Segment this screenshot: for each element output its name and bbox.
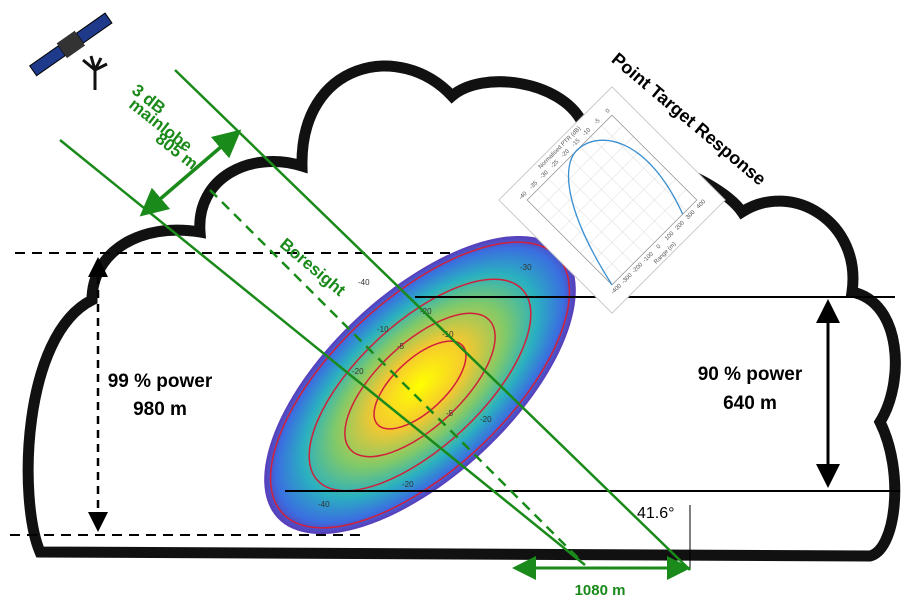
contour-label: -20 bbox=[352, 367, 364, 376]
angle-label: 41.6° bbox=[637, 505, 675, 522]
contour-label: -5 bbox=[446, 409, 454, 418]
contour-label: -10 bbox=[377, 325, 389, 334]
power-label: 90 % power bbox=[698, 364, 803, 385]
antenna bbox=[83, 56, 107, 90]
power-width: 980 m bbox=[133, 399, 187, 420]
contour-label: -30 bbox=[520, 263, 532, 272]
power-width: 640 m bbox=[723, 393, 777, 414]
diagram: -40 -30 -20 -20 -10 -10 -5 -5 -20 -20 -4… bbox=[0, 0, 906, 604]
power-label: 99 % power bbox=[108, 371, 213, 392]
contour-label: -40 bbox=[358, 278, 370, 287]
contour-label: -5 bbox=[397, 342, 405, 351]
contour-label: -20 bbox=[480, 415, 492, 424]
footprint-label: 1080 m bbox=[575, 582, 626, 599]
contour-label: -40 bbox=[318, 500, 330, 509]
contour-label: -20 bbox=[402, 480, 414, 489]
